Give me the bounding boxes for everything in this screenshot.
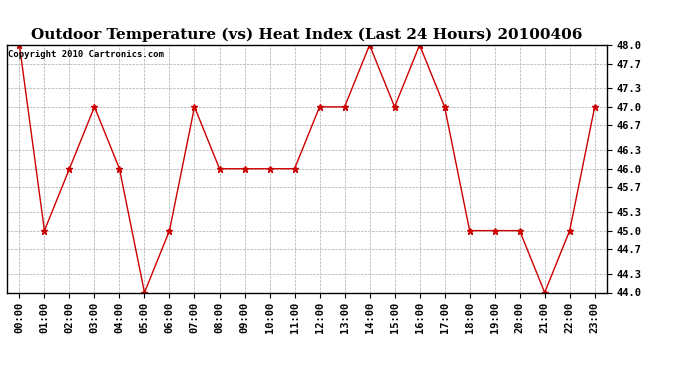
Text: Copyright 2010 Cartronics.com: Copyright 2010 Cartronics.com xyxy=(8,50,164,59)
Title: Outdoor Temperature (vs) Heat Index (Last 24 Hours) 20100406: Outdoor Temperature (vs) Heat Index (Las… xyxy=(31,28,583,42)
